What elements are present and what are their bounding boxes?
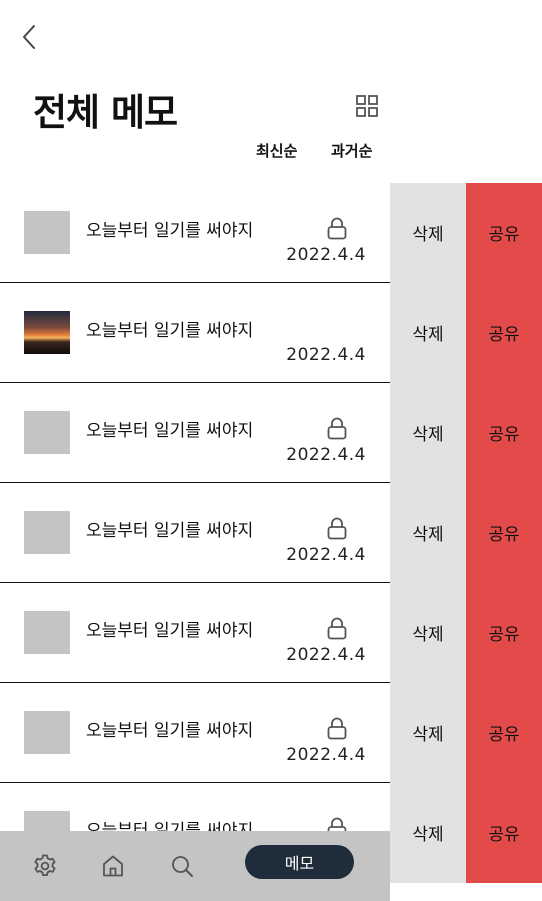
delete-button[interactable]: 삭제	[390, 283, 466, 383]
memo-list: 오늘부터 일기를 써야지 2022.4.4 삭제 공유 오늘부터 일기를 써야지 2022…	[0, 183, 542, 883]
memo-row[interactable]: 오늘부터 일기를 써야지 2022.4.4 삭제 공유	[0, 383, 542, 483]
sort-latest-button[interactable]: 최신순	[256, 142, 298, 160]
home-icon	[103, 855, 123, 877]
nav-home-button[interactable]	[100, 853, 126, 879]
grid-icon	[356, 95, 378, 117]
memo-item[interactable]: 오늘부터 일기를 써야지 2022.4.4	[0, 583, 390, 683]
sort-options: 최신순 과거순	[0, 140, 390, 162]
lock-icon	[326, 716, 348, 740]
memo-row[interactable]: 오늘부터 일기를 써야지 2022.4.4 삭제 공유	[0, 183, 542, 283]
memo-title: 오늘부터 일기를 써야지	[86, 321, 254, 341]
delete-button[interactable]: 삭제	[390, 183, 466, 283]
memo-date: 2022.4.4	[286, 745, 366, 765]
memo-row[interactable]: 오늘부터 일기를 써야지 2022.4.4 삭제 공유	[0, 683, 542, 783]
search-icon	[172, 856, 193, 877]
memo-title: 오늘부터 일기를 써야지	[86, 421, 254, 441]
nav-memo-button[interactable]: 메모	[245, 845, 354, 879]
memo-thumbnail-placeholder	[24, 211, 70, 254]
lock-icon	[326, 616, 348, 640]
memo-item[interactable]: 오늘부터 일기를 써야지 2022.4.4	[0, 483, 390, 583]
lock-icon	[326, 216, 348, 240]
share-button[interactable]: 공유	[466, 783, 542, 883]
share-button[interactable]: 공유	[466, 383, 542, 483]
memo-row[interactable]: 오늘부터 일기를 써야지 2022.4.4 삭제 공유	[0, 283, 542, 383]
delete-button[interactable]: 삭제	[390, 583, 466, 683]
memo-date: 2022.4.4	[286, 545, 366, 565]
memo-title: 오늘부터 일기를 써야지	[86, 621, 254, 641]
memo-title: 오늘부터 일기를 써야지	[86, 221, 254, 241]
memo-date: 2022.4.4	[286, 345, 366, 365]
share-button[interactable]: 공유	[466, 283, 542, 383]
page-title: 전체 메모	[33, 91, 178, 134]
nav-search-button[interactable]	[169, 853, 195, 879]
lock-icon	[326, 416, 348, 440]
memo-thumbnail-placeholder	[24, 711, 70, 754]
share-button[interactable]: 공유	[466, 483, 542, 583]
memo-thumbnail-placeholder	[24, 611, 70, 654]
gear-icon	[34, 854, 56, 876]
sort-oldest-button[interactable]: 과거순	[331, 142, 373, 160]
memo-title: 오늘부터 일기를 써야지	[86, 521, 254, 541]
delete-button[interactable]: 삭제	[390, 783, 466, 883]
memo-row[interactable]: 오늘부터 일기를 써야지 2022.4.4 삭제 공유	[0, 483, 542, 583]
lock-icon	[326, 516, 348, 540]
nav-settings-button[interactable]	[32, 853, 58, 879]
memo-item[interactable]: 오늘부터 일기를 써야지 2022.4.4	[0, 683, 390, 783]
delete-button[interactable]: 삭제	[390, 483, 466, 583]
memo-title: 오늘부터 일기를 써야지	[86, 721, 254, 741]
memo-thumbnail-placeholder	[24, 511, 70, 554]
memo-date: 2022.4.4	[286, 645, 366, 665]
share-button[interactable]: 공유	[466, 683, 542, 783]
bottom-nav: 메모	[0, 831, 390, 901]
share-button[interactable]: 공유	[466, 183, 542, 283]
chevron-left-icon	[23, 25, 35, 49]
memo-date: 2022.4.4	[286, 445, 366, 465]
memo-thumbnail-photo	[24, 311, 70, 354]
memo-thumbnail-placeholder	[24, 411, 70, 454]
delete-button[interactable]: 삭제	[390, 683, 466, 783]
memo-date: 2022.4.4	[286, 245, 366, 265]
back-button[interactable]	[16, 22, 44, 52]
delete-button[interactable]: 삭제	[390, 383, 466, 483]
memo-row[interactable]: 오늘부터 일기를 써야지 2022.4.4 삭제 공유	[0, 583, 542, 683]
memo-item[interactable]: 오늘부터 일기를 써야지 2022.4.4	[0, 383, 390, 483]
share-button[interactable]: 공유	[466, 583, 542, 683]
memo-item[interactable]: 오늘부터 일기를 써야지 2022.4.4	[0, 283, 390, 383]
memo-item[interactable]: 오늘부터 일기를 써야지 2022.4.4	[0, 183, 390, 283]
grid-view-button[interactable]	[355, 94, 379, 118]
